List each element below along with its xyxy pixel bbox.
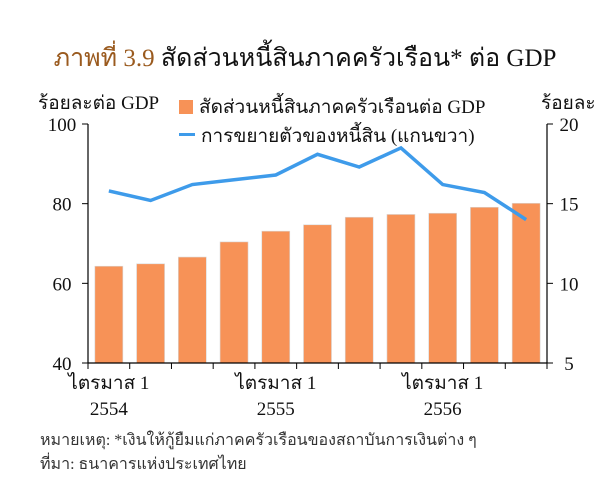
left-tick-label: 100 [48,115,77,136]
bar [219,241,249,364]
legend-item-bar: สัดส่วนหนี้สินภาคครัวเรือนต่อ GDP [179,92,485,122]
left-axis-label: ร้อยละต่อ GDP [38,93,160,114]
bar [94,265,124,364]
bar [178,256,207,364]
x-tick-label-year: 2555 [257,399,295,420]
right-axis-label: ร้อยละ [541,93,596,114]
left-tick-label: 40 [53,354,72,375]
footnote: หมายเหตุ: *เงินให้กู้ยืมแก่ภาคครัวเรือนข… [40,432,477,449]
legend-swatch-bar [179,100,193,114]
right-tick-label: 15 [560,195,579,216]
x-tick-label-year: 2556 [424,399,462,420]
bar [303,224,332,364]
x-tick-label-year: 2554 [90,399,129,420]
title-text: สัดส่วนหนี้สินภาคครัวเรือน* ต่อ GDP [160,45,557,72]
legend-item-line: การขยายตัวของหนี้สิน (แกนขวา) [179,121,475,151]
bar [261,230,291,364]
legend-label-bar: สัดส่วนหนี้สินภาคครัวเรือนต่อ GDP [199,97,486,118]
chart-title: ภาพที่ 3.9 สัดส่วนหนี้สินภาคครัวเรือน* ต… [0,38,610,78]
x-tick-label: ไตรมาส 1 [66,372,149,394]
bar [136,263,165,364]
x-tick-label: ไตรมาส 1 [233,372,316,394]
left-tick-label: 80 [53,195,72,216]
source-note: ที่มา: ธนาคารแห่งประเทศไทย [40,456,247,473]
bar [344,216,374,364]
bar [428,212,457,364]
x-tick-label: ไตรมาส 1 [400,372,483,394]
right-tick-label: 20 [560,115,579,136]
right-tick-label: 5 [564,354,574,375]
bar [470,206,499,364]
figure-number: ภาพที่ 3.9 [53,45,155,72]
legend-label-line: การขยายตัวของหนี้สิน (แกนขวา) [201,126,475,147]
debt-growth-line [108,145,528,222]
right-tick-label: 10 [560,274,579,295]
left-tick-label: 60 [53,274,72,295]
bar [386,214,416,364]
bar [511,202,541,364]
legend-swatch-line [179,133,195,136]
